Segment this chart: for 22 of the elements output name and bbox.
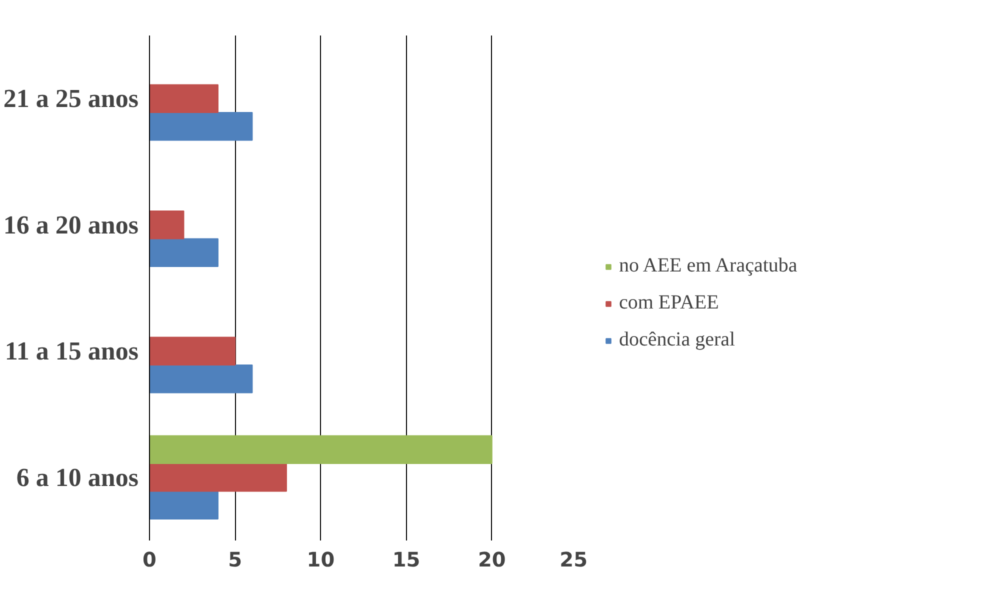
legend-label: docência geral <box>619 328 736 352</box>
legend-label: no AEE em Araçatuba <box>619 254 798 278</box>
y-tick-label: 16 a 20 anos <box>3 210 138 240</box>
legend-label: com EPAEE <box>619 292 719 314</box>
y-tick-label: 21 a 25 anos <box>3 84 138 114</box>
bar <box>150 112 253 141</box>
y-tick-label: 11 a 15 anos <box>4 336 139 366</box>
x-tick-label: 10 <box>306 548 335 572</box>
bar <box>150 435 492 464</box>
x-tick-label: 20 <box>478 548 506 572</box>
x-tick-label: 5 <box>228 548 242 572</box>
x-tick-label: 15 <box>392 548 420 572</box>
bar <box>150 490 218 520</box>
x-tick-label: 0 <box>142 548 156 572</box>
bar <box>150 336 236 366</box>
bar <box>150 364 253 394</box>
x-tick-label: 25 <box>560 548 588 572</box>
y-tick-label: 6 a 10 anos <box>16 462 138 492</box>
bar <box>150 238 218 268</box>
bar <box>150 210 184 240</box>
bar <box>150 462 287 492</box>
bar <box>150 84 218 114</box>
